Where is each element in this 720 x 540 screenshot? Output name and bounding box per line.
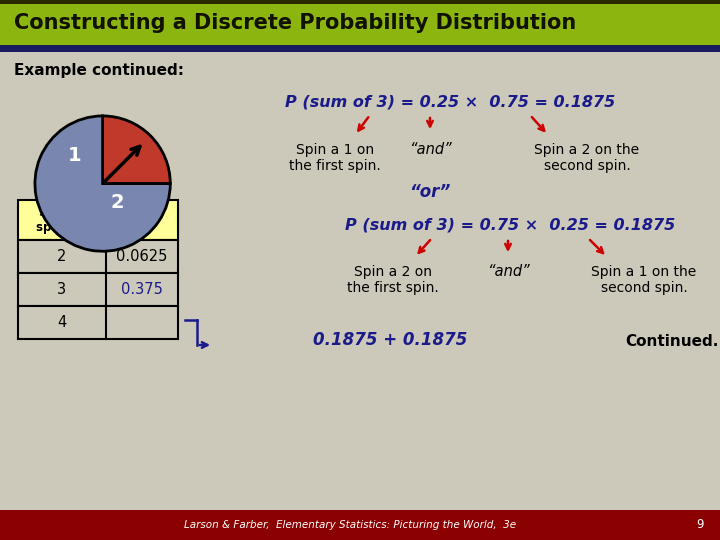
FancyBboxPatch shape [18,200,178,240]
Text: P (x): P (x) [125,213,158,226]
Text: Spin a 2 on the: Spin a 2 on the [534,143,639,157]
Text: the first spin.: the first spin. [289,159,381,173]
FancyBboxPatch shape [18,240,178,273]
Text: second spin.: second spin. [600,281,688,295]
Text: Constructing a Discrete Probability Distribution: Constructing a Discrete Probability Dist… [14,13,576,33]
Wedge shape [102,116,171,184]
FancyBboxPatch shape [18,306,178,339]
FancyBboxPatch shape [0,510,720,540]
FancyBboxPatch shape [18,273,178,306]
Text: Continued.: Continued. [625,334,719,349]
Text: 4: 4 [58,315,67,330]
Text: 1: 1 [68,146,81,165]
Text: Spin a 1 on: Spin a 1 on [296,143,374,157]
Text: 9: 9 [696,518,703,531]
Text: Spin a 1 on the: Spin a 1 on the [591,265,697,279]
Text: 0.375: 0.375 [121,282,163,297]
Text: Spin a 2 on: Spin a 2 on [354,265,432,279]
Text: Larson & Farber,  Elementary Statistics: Picturing the World,  3e: Larson & Farber, Elementary Statistics: … [184,520,516,530]
FancyBboxPatch shape [0,0,720,45]
Text: 2: 2 [58,249,67,264]
Text: 2: 2 [111,193,125,212]
Text: P (sum of 3) = 0.75 ×  0.25 = 0.1875: P (sum of 3) = 0.75 × 0.25 = 0.1875 [345,218,675,233]
Text: second spin.: second spin. [544,159,631,173]
FancyBboxPatch shape [0,52,720,510]
Text: 0.1875 + 0.1875: 0.1875 + 0.1875 [312,331,467,349]
FancyBboxPatch shape [0,45,720,52]
Text: Example continued:: Example continued: [14,63,184,78]
Wedge shape [35,116,171,251]
Text: 3: 3 [58,282,66,297]
FancyBboxPatch shape [0,0,720,4]
Text: 0.0625: 0.0625 [117,249,168,264]
Text: the first spin.: the first spin. [347,281,439,295]
Text: “and”: “and” [409,143,451,158]
Text: Sum of
spins, x: Sum of spins, x [37,206,88,234]
Text: “and”: “and” [487,265,529,280]
Text: “or”: “or” [409,183,451,201]
Text: P (sum of 3) = 0.25 ×  0.75 = 0.1875: P (sum of 3) = 0.25 × 0.75 = 0.1875 [285,94,615,110]
